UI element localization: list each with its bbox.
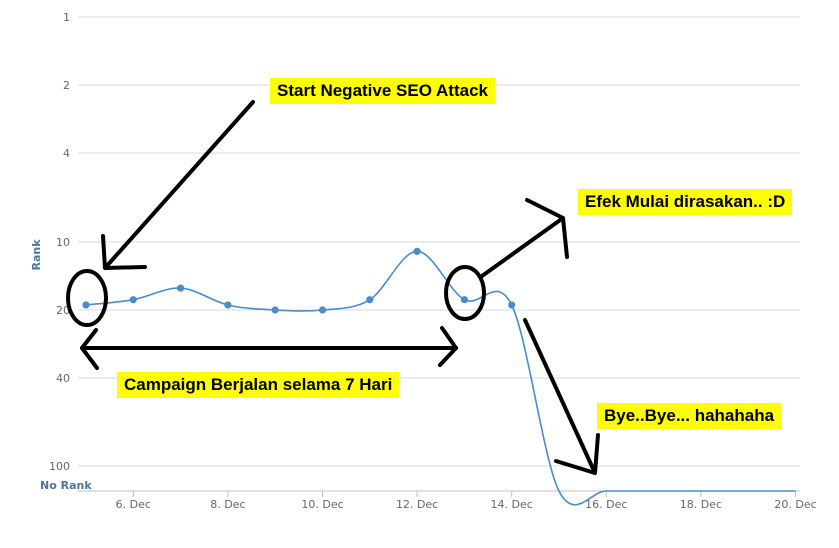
x-tick-label: 20. Dec (774, 498, 816, 511)
effect-annotation: Efek Mulai dirasakan.. :D (578, 189, 793, 215)
data-point (413, 247, 421, 255)
y-tick-label: 2 (63, 79, 70, 92)
start-arrow-shaft (103, 100, 255, 270)
x-tick-label: 8. Dec (210, 498, 245, 511)
effect-arrow-head (525, 198, 569, 259)
campaign-arrow-left-head (80, 328, 99, 370)
x-tick-label: 18. Dec (680, 498, 722, 511)
x-tick-label: 14. Dec (491, 498, 533, 511)
x-tick-label: 16. Dec (585, 498, 627, 511)
hand-drawn-markup (66, 100, 600, 475)
bye-arrow-head (554, 433, 600, 475)
y-tick-label: 10 (56, 236, 70, 249)
data-point (460, 296, 468, 304)
y-tick-label: 1 (63, 11, 70, 24)
start-attack-annotation: Start Negative SEO Attack (270, 78, 495, 104)
campaign-arrow-right-head (438, 326, 458, 367)
bye-annotation: Bye..Bye... hahahaha (597, 403, 782, 429)
y-tick-label: 40 (56, 372, 70, 385)
y-tick-label: 4 (63, 147, 70, 160)
effect-circle (444, 265, 486, 321)
data-point (318, 306, 327, 314)
series-markers (82, 247, 516, 314)
bye-arrow-shaft (523, 318, 597, 475)
data-point (177, 284, 185, 292)
no-rank-label: No Rank (40, 479, 92, 492)
data-point (224, 301, 232, 309)
start-arrow-head (101, 234, 147, 270)
x-tick-label: 10. Dec (301, 498, 343, 511)
campaign-annotation: Campaign Berjalan selama 7 Hari (117, 372, 400, 398)
x-tick-label: 6. Dec (116, 498, 151, 511)
x-tick-label: 12. Dec (396, 498, 438, 511)
data-point (366, 296, 374, 304)
y-axis-title: Rank (30, 239, 43, 271)
y-tick-label: 100 (49, 460, 70, 473)
y-tick-label: 20 (56, 304, 70, 317)
data-point (508, 301, 516, 309)
effect-arrow-shaft (480, 216, 565, 278)
data-point (82, 301, 90, 309)
data-point (129, 296, 137, 304)
x-axis-ticks: 6. Dec 8. Dec 10. Dec 12. Dec 14. Dec 16. Dec… (116, 491, 817, 511)
start-circle (66, 269, 108, 327)
data-point (271, 306, 279, 314)
y-axis-ticks: 1 2 4 10 20 40 100 (49, 11, 70, 473)
